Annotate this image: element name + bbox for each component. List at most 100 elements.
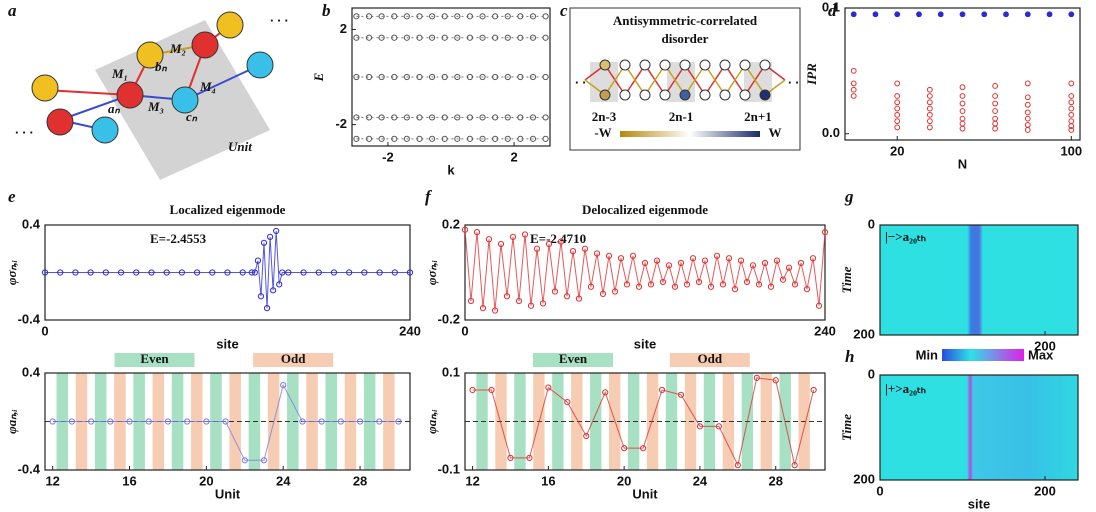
y-axis-label: φσₙ,ᵢ xyxy=(424,260,439,285)
diagram-label: 2n-3 xyxy=(592,109,617,124)
data-point xyxy=(895,81,900,86)
y-axis-label: Time xyxy=(839,414,854,441)
x-tick-label: 20 xyxy=(890,143,904,158)
svg-text:. .: . . xyxy=(788,71,799,86)
panel-letter: e xyxy=(8,187,16,206)
data-point xyxy=(993,126,998,131)
x-tick-label: 16 xyxy=(541,473,555,488)
x-tick-label: 20 xyxy=(199,473,213,488)
x-tick-label: 20 xyxy=(617,473,631,488)
x-tick-label: -2 xyxy=(382,149,394,164)
diagram-label: M₂ xyxy=(169,41,186,56)
data-point xyxy=(927,125,932,130)
x-tick-label: 100 xyxy=(1060,143,1082,158)
y-tick-label: -2 xyxy=(335,116,347,131)
data-point xyxy=(895,119,900,124)
diagram-label: W xyxy=(769,125,782,140)
colorbar-label: Max xyxy=(1028,347,1054,362)
data-point xyxy=(960,85,965,90)
data-point xyxy=(960,121,965,126)
panel-letter: b xyxy=(322,1,331,20)
x-tick-label: 28 xyxy=(769,473,783,488)
x-tick-label: 12 xyxy=(45,473,59,488)
y-tick-label: -0.4 xyxy=(18,461,41,476)
data-point xyxy=(851,94,856,99)
data-point xyxy=(993,94,998,99)
data-point xyxy=(895,12,900,17)
data-point xyxy=(543,35,548,40)
y-tick-label: -0.2 xyxy=(438,311,460,326)
data-point xyxy=(1069,12,1074,17)
chart-panel: 2000200Time|−>a₂₀ₜₕ xyxy=(839,216,1078,353)
x-axis-label: site xyxy=(216,336,238,351)
data-point xyxy=(1025,128,1030,133)
diagram-title: Antisymmetric-correlated xyxy=(613,13,758,28)
data-point xyxy=(895,94,900,99)
y-tick-label: -0.1 xyxy=(438,461,460,476)
svg-text:. . .: . . . xyxy=(270,9,288,24)
y-axis-label: φσₙ,ᵢ xyxy=(4,260,19,285)
x-tick-label: 16 xyxy=(122,473,136,488)
y-tick-label: 0.1 xyxy=(442,364,460,379)
data-point xyxy=(543,136,548,141)
diagram-label: M₄ xyxy=(199,79,216,94)
diagram-title: disorder xyxy=(662,31,709,46)
diagram-label: bₙ xyxy=(155,59,168,74)
panel-letter: g xyxy=(844,187,854,206)
data-point xyxy=(993,121,998,126)
x-tick-label: 12 xyxy=(465,473,479,488)
data-point xyxy=(851,12,856,17)
x-tick-label: 0 xyxy=(876,483,883,498)
x-axis-label: N xyxy=(958,156,967,171)
diagram-label: M₁ xyxy=(111,66,128,81)
x-tick-label: 240 xyxy=(814,323,836,338)
x-tick-label: 200 xyxy=(1034,483,1056,498)
data-point xyxy=(1069,81,1074,86)
chart-panel: EvenOdd12162024280.1-0.1Unitφaₙ,ᵢ xyxy=(424,351,825,501)
y-axis-label: φaₙ,ᵢ xyxy=(424,409,439,434)
data-point xyxy=(938,12,943,17)
y-tick-label: 0.0 xyxy=(822,125,840,140)
data-point xyxy=(927,100,932,105)
data-point xyxy=(927,94,932,99)
data-point xyxy=(927,112,932,117)
data-point xyxy=(993,116,998,121)
data-point xyxy=(993,84,998,89)
data-point xyxy=(543,74,548,79)
legend-label: Odd xyxy=(281,351,306,366)
colorbar xyxy=(942,349,1024,361)
x-axis-label: site xyxy=(968,496,990,511)
data-point xyxy=(851,87,856,92)
data-point xyxy=(1047,12,1052,17)
data-point xyxy=(1025,116,1030,121)
svg-text:. . .: . . . xyxy=(15,121,33,136)
colorbar-label: Min xyxy=(916,347,938,362)
data-point xyxy=(1025,110,1030,115)
diagram-label: aₙ xyxy=(108,101,121,116)
y-tick-label: -0.4 xyxy=(18,311,41,326)
data-point xyxy=(1025,12,1030,17)
panel-letter: a xyxy=(8,1,17,20)
diagram-label: 2n+1 xyxy=(744,109,772,124)
legend-label: Even xyxy=(559,351,588,366)
annotation: |+>a₂₀ₜₕ xyxy=(885,381,926,396)
chart-panel: EvenOdd12162024280.4-0.4Unitφaₙ,ᵢ xyxy=(4,351,410,501)
x-tick-label: 2 xyxy=(510,149,517,164)
plot-frame xyxy=(465,225,825,320)
x-axis-label: Unit xyxy=(632,486,658,501)
chart-panel: 02400.2-0.2siteφσₙ,ᵢDelocalized eigenmod… xyxy=(424,202,836,351)
data-point xyxy=(927,119,932,124)
y-tick-label: 200 xyxy=(853,326,875,341)
data-point xyxy=(1025,81,1030,86)
y-axis-label: Time xyxy=(839,266,854,293)
y-tick-label: 0.4 xyxy=(22,216,41,231)
data-point xyxy=(960,94,965,99)
x-tick-label: 0 xyxy=(461,323,468,338)
data-point xyxy=(1069,106,1074,111)
svg-text:. .: . . xyxy=(575,71,586,86)
x-tick-label: 240 xyxy=(399,323,421,338)
chart-panel: MinMax02000200siteTime|+>a₂₀ₜₕ xyxy=(839,347,1078,511)
data-point xyxy=(1025,95,1030,100)
panel-letter: f xyxy=(425,187,433,206)
data-point xyxy=(895,112,900,117)
